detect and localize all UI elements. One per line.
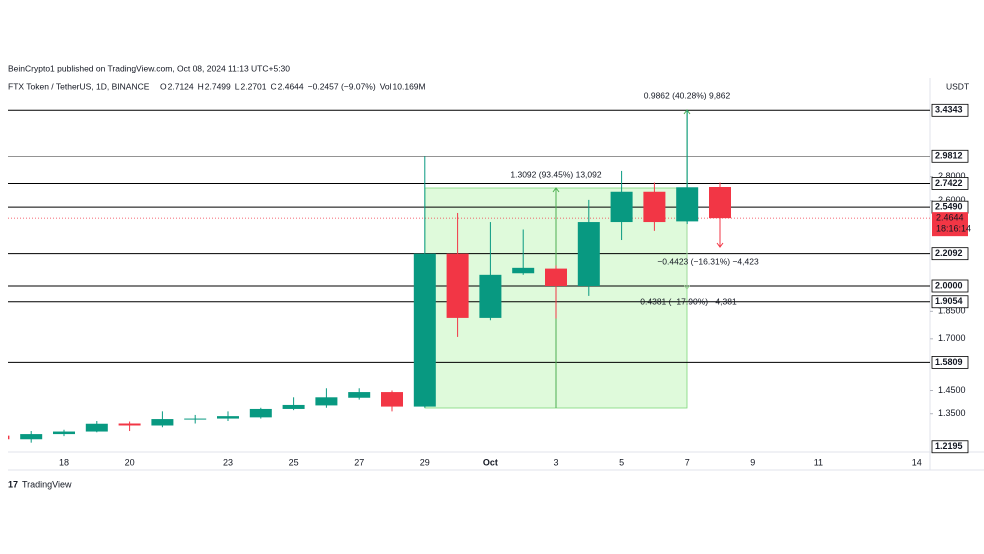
logo: 17 [8, 479, 18, 489]
y-tick-label: 2.8000 [938, 171, 966, 181]
candle-body [249, 408, 272, 418]
countdown: 18:16:14 [936, 224, 971, 234]
candle-body [709, 186, 731, 219]
candle-body [348, 392, 371, 398]
candle-body [8, 435, 10, 440]
x-tick-label: 3 [553, 457, 558, 467]
arrow-head [683, 109, 691, 115]
candle-body [577, 222, 600, 287]
x-tick-label: 9 [750, 457, 755, 467]
level-label-box [931, 247, 969, 261]
candle-body [479, 274, 502, 318]
candle-body [446, 253, 469, 318]
candle-body [118, 423, 141, 426]
x-tick-label: 7 [685, 457, 690, 467]
x-tick-label: 29 [420, 457, 430, 467]
candle-body [282, 404, 305, 409]
x-tick-label: 14 [912, 457, 922, 467]
measure-label: −0.4423 (−16.31%) −4,423 [657, 256, 759, 266]
x-tick-label: 25 [289, 457, 299, 467]
x-tick-label: Oct [483, 457, 498, 467]
level-label-box [931, 149, 969, 163]
ohlc-label: H [198, 81, 204, 91]
level-label-box [931, 103, 969, 117]
candle-body [512, 267, 535, 274]
measure-label: −0.4381 (−17.90%) −4,381 [635, 296, 737, 306]
candle-body [381, 392, 403, 407]
level-label: 2.2092 [935, 248, 963, 258]
level-label: 1.2195 [935, 441, 963, 451]
ohlc-label: L [235, 81, 240, 91]
y-tick-label: 2.6000 [938, 195, 966, 205]
level-label: 1.9054 [935, 296, 963, 306]
x-tick-label: 20 [125, 457, 135, 467]
y-tick-label: 1.3500 [938, 408, 966, 418]
level-label: 3.4343 [935, 105, 963, 115]
ohlc-value: 2.4644 [278, 81, 304, 91]
level-label-box [931, 356, 969, 369]
candle-body [85, 423, 108, 432]
level-label-box [931, 279, 969, 293]
candle-body [610, 191, 633, 223]
level-label-box [931, 295, 969, 309]
x-tick-label: 27 [354, 457, 364, 467]
brand: TradingView [22, 479, 72, 489]
plot [8, 109, 930, 443]
currency: USDT [946, 81, 969, 91]
level-label: 1.5809 [935, 357, 963, 367]
ohlc-label: C [271, 81, 277, 91]
candle-body [545, 268, 567, 287]
level-label: 2.5490 [935, 202, 963, 212]
ohlc-value: 2.2701 [241, 81, 267, 91]
y-tick-label: 1.4500 [938, 385, 966, 395]
y-tick-label: 1.7000 [938, 333, 966, 343]
symbol: FTX Token / TetherUS, 1D, BINANCE [8, 81, 150, 91]
level-label-box [931, 177, 969, 190]
ohlc-value: 2.7499 [205, 81, 231, 91]
arrow-head [683, 284, 691, 290]
change: −0.2457 (−9.07%) [308, 81, 376, 91]
level-label: 2.0000 [935, 280, 963, 290]
y-tick-label: 1.8500 [938, 306, 966, 316]
candle-body [315, 397, 338, 406]
measure-label: 0.9862 (40.28%) 9,862 [644, 90, 731, 100]
candle-body [20, 434, 43, 440]
candle-body [184, 418, 207, 420]
candle-body [676, 187, 699, 222]
level-label: 2.7422 [935, 178, 963, 188]
published: BeinCrypto1 published on TradingView.com… [8, 63, 290, 73]
candle-body [413, 253, 436, 407]
candle-body [53, 431, 75, 435]
last-price-label: 2.4644 [936, 213, 964, 223]
arrow-head [716, 242, 724, 248]
level-label: 2.9812 [935, 151, 963, 161]
candle-body [643, 191, 666, 223]
x-tick-label: 18 [59, 457, 69, 467]
level-label-box [931, 440, 969, 454]
x-tick-label: 5 [619, 457, 624, 467]
candle-body [217, 416, 239, 419]
last-price-box [932, 212, 968, 237]
arrow-head [552, 187, 560, 193]
measure-label: 1.3092 (93.45%) 13,092 [510, 169, 601, 179]
x-tick-label: 11 [814, 457, 823, 467]
x-tick-label: 23 [223, 457, 233, 467]
vol: 10.169M [393, 81, 426, 91]
ohlc-value: 2.7124 [168, 81, 194, 91]
ohlc-label: O [160, 81, 167, 91]
vol-label: Vol [380, 81, 392, 91]
candle-body [151, 419, 174, 426]
